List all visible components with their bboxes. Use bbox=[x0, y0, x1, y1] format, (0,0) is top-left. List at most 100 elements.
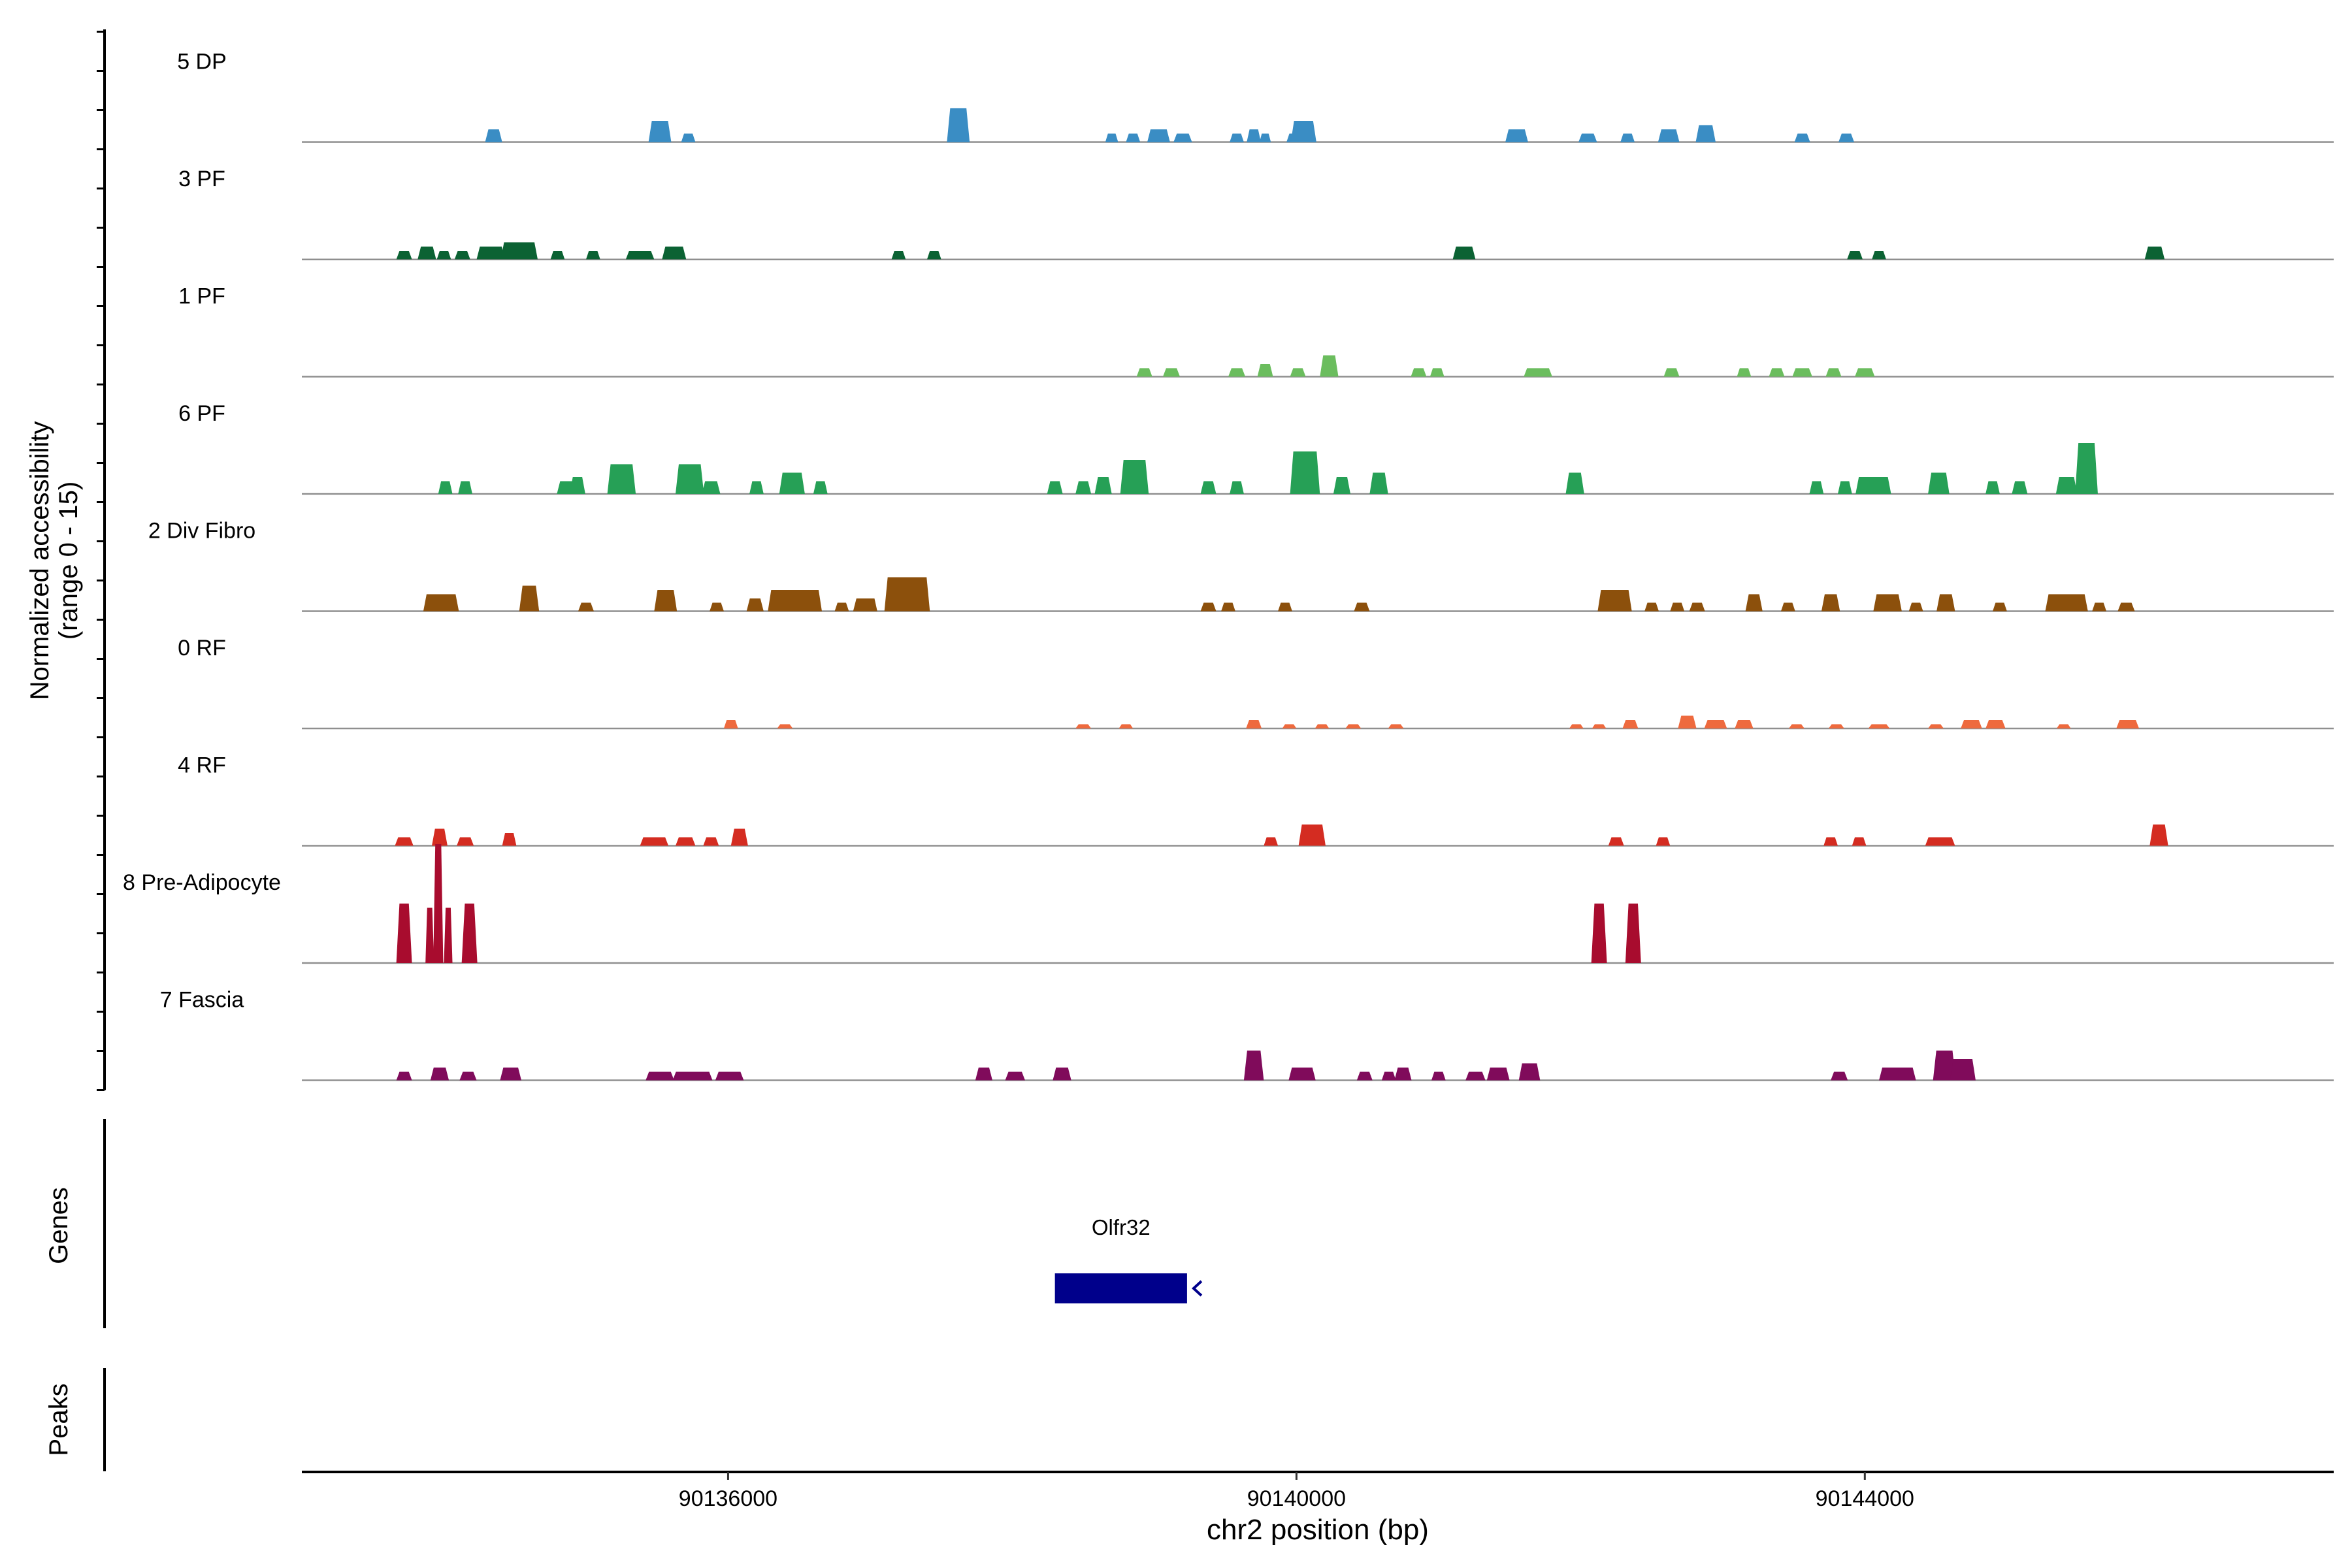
accessibility-peak bbox=[1735, 720, 1754, 728]
accessibility-peak bbox=[1622, 720, 1639, 728]
accessibility-peak bbox=[476, 246, 505, 259]
track-label: 1 PF bbox=[178, 284, 225, 309]
accessibility-peak bbox=[863, 598, 877, 612]
accessibility-peak bbox=[519, 585, 540, 612]
accessibility-peak bbox=[675, 464, 704, 494]
accessibility-peak bbox=[1985, 481, 2000, 494]
accessibility-peak bbox=[2117, 602, 2135, 612]
accessibility-peak bbox=[1394, 1068, 1412, 1081]
accessibility-peak bbox=[1381, 1071, 1396, 1081]
accessibility-peak bbox=[1075, 724, 1092, 728]
accessibility-peak bbox=[1290, 121, 1316, 142]
accessibility-peak bbox=[1847, 251, 1863, 259]
track-0-rf: 0 RF bbox=[178, 636, 2334, 730]
accessibility-peak bbox=[1625, 904, 1641, 963]
accessibility-peak bbox=[1126, 133, 1141, 142]
accessibility-peak bbox=[1259, 133, 1271, 142]
accessibility-peak bbox=[1290, 451, 1320, 494]
accessibility-peak bbox=[703, 837, 719, 846]
track-label: 8 Pre-Adipocyte bbox=[123, 870, 281, 895]
genes-panel-label: Genes bbox=[44, 1187, 73, 1264]
gene-body bbox=[1054, 1273, 1187, 1303]
y-axis-label-range: (range 0 - 15) bbox=[54, 482, 83, 640]
track-8-pre-adipocyte: 8 Pre-Adipocyte bbox=[123, 844, 2334, 964]
accessibility-peak bbox=[1162, 368, 1181, 377]
accessibility-peak bbox=[500, 1068, 522, 1081]
accessibility-peak bbox=[550, 251, 565, 259]
accessibility-peak bbox=[884, 577, 930, 612]
track-4-rf: 4 RF bbox=[178, 753, 2334, 847]
accessibility-peak bbox=[461, 904, 478, 963]
accessibility-peak bbox=[1792, 368, 1812, 377]
track-3-pf: 3 PF bbox=[178, 167, 2334, 261]
accessibility-peak bbox=[1047, 481, 1063, 494]
accessibility-peak bbox=[1872, 251, 1886, 259]
track-label: 0 RF bbox=[178, 636, 226, 661]
x-axis-title: chr2 position (bp) bbox=[1207, 1514, 1429, 1546]
track-label: 7 Fascia bbox=[160, 988, 244, 1013]
accessibility-peak bbox=[1315, 724, 1330, 728]
accessibility-peak bbox=[1354, 602, 1370, 612]
accessibility-peak bbox=[1828, 724, 1844, 728]
accessibility-peak bbox=[834, 602, 849, 612]
accessibility-peak bbox=[1925, 837, 1955, 846]
accessibility-peak bbox=[431, 828, 448, 846]
accessibility-peak bbox=[1200, 481, 1217, 494]
accessibility-peak bbox=[891, 251, 906, 259]
accessibility-peak bbox=[1505, 129, 1528, 142]
accessibility-peak bbox=[502, 833, 517, 846]
accessibility-peak bbox=[1429, 368, 1445, 377]
accessibility-peak bbox=[1737, 368, 1752, 377]
accessibility-peak bbox=[1105, 133, 1119, 142]
track-label: 6 PF bbox=[178, 401, 225, 426]
accessibility-peak bbox=[1247, 129, 1262, 142]
accessibility-peak bbox=[395, 837, 414, 846]
accessibility-peak bbox=[1597, 590, 1632, 612]
accessibility-peak bbox=[1644, 602, 1659, 612]
accessibility-peak bbox=[1837, 481, 1852, 494]
accessibility-peak bbox=[569, 477, 585, 494]
accessibility-peak bbox=[423, 594, 459, 612]
accessibility-peak bbox=[1452, 246, 1476, 259]
accessibility-peak bbox=[768, 590, 822, 612]
accessibility-peak bbox=[1120, 460, 1149, 494]
accessibility-peak bbox=[672, 1071, 713, 1081]
accessibility-peak bbox=[675, 837, 696, 846]
accessibility-peak bbox=[1578, 133, 1597, 142]
accessibility-peak bbox=[1264, 837, 1279, 846]
accessibility-peak bbox=[654, 590, 678, 612]
accessibility-peak bbox=[1831, 1071, 1848, 1081]
coverage-y-axis bbox=[97, 29, 106, 1091]
accessibility-peak bbox=[2092, 602, 2107, 612]
gene-label: Olfr32 bbox=[1092, 1215, 1151, 1239]
accessibility-peak bbox=[1075, 481, 1092, 494]
accessibility-peak bbox=[1369, 472, 1388, 494]
accessibility-peak bbox=[500, 242, 538, 259]
track-label: 5 DP bbox=[177, 50, 227, 74]
accessibility-peak bbox=[1411, 368, 1427, 377]
accessibility-peak bbox=[1663, 368, 1680, 377]
accessibility-peak bbox=[723, 720, 738, 728]
track-7-fascia: 7 Fascia bbox=[160, 988, 2334, 1081]
accessibility-peak bbox=[1147, 129, 1170, 142]
accessibility-peak bbox=[425, 907, 434, 963]
accessibility-peak bbox=[1053, 1068, 1071, 1081]
track-label: 2 Div Fibro bbox=[148, 519, 255, 544]
accessibility-peak bbox=[1290, 368, 1306, 377]
accessibility-peak bbox=[1333, 477, 1351, 494]
accessibility-peak bbox=[1704, 720, 1727, 728]
accessibility-peak bbox=[1345, 724, 1362, 728]
accessibility-peak bbox=[2116, 720, 2140, 728]
accessibility-peak bbox=[1678, 715, 1697, 728]
accessibility-peak bbox=[1320, 355, 1339, 377]
track-6-pf: 6 PF bbox=[178, 401, 2334, 495]
accessibility-peak bbox=[1852, 837, 1867, 846]
accessibility-peak bbox=[702, 481, 721, 494]
accessibility-peak bbox=[1592, 724, 1607, 728]
accessibility-peak bbox=[444, 907, 453, 963]
accessibility-peak bbox=[1288, 1068, 1316, 1081]
accessibility-peak bbox=[2045, 594, 2088, 612]
accessibility-peak bbox=[1788, 724, 1805, 728]
accessibility-peak bbox=[436, 251, 451, 259]
